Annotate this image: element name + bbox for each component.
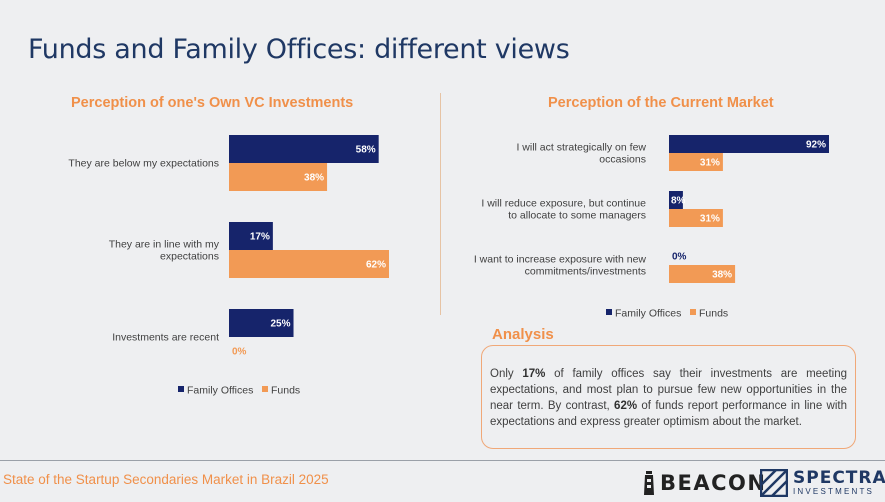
legend-swatch-0-1 — [262, 386, 268, 392]
category-label-1-2-0: I want to increase exposure with new — [474, 254, 647, 266]
analysis-text-1: Only — [490, 368, 523, 380]
analysis-highlight-1: 17% — [522, 368, 546, 380]
spectra-logo: SPECTRA INVESTMENTS — [760, 468, 885, 498]
value-label-0-1-0: 17% — [250, 232, 270, 243]
bar-0-2-0 — [229, 309, 294, 337]
footer-divider — [0, 460, 885, 461]
value-label-1-2-0: 0% — [672, 252, 687, 263]
page-title: Funds and Family Offices: different view… — [28, 34, 570, 65]
category-label-0-1-1: expectations — [160, 251, 219, 263]
lighthouse-icon — [644, 471, 654, 495]
bar-0-0-0 — [229, 135, 379, 163]
bar-charts: 58% 38% They are below my expectations 17% 6… — [68, 135, 829, 397]
chart-title-current-market: Perception of the Current Market — [548, 95, 774, 111]
value-label-0-2-0: 25% — [271, 319, 291, 330]
value-label-1-1-0: 8% — [671, 196, 686, 207]
legend-label-1-1: Funds — [699, 308, 728, 320]
category-label-0-0-0: They are below my expectations — [68, 158, 219, 170]
value-label-1-0-0: 92% — [806, 140, 826, 151]
spectra-logo-text: SPECTRA — [793, 468, 885, 488]
legend-label-1-0: Family Offices — [615, 308, 681, 320]
value-label-1-0-1: 31% — [700, 158, 720, 169]
chart-title-own-investments: Perception of one's Own VC Investments — [71, 95, 354, 111]
analysis-highlight-2: 62% — [614, 400, 638, 412]
value-label-0-2-1: 0% — [232, 347, 247, 358]
beacon-logo: BEACON — [642, 469, 766, 497]
bar-1-1-0 — [669, 191, 683, 209]
category-label-1-0-1: occasions — [599, 154, 646, 166]
legend-swatch-1-0 — [606, 309, 612, 315]
legend-label-0-0: Family Offices — [187, 385, 253, 397]
category-label-0-1-0: They are in line with my — [109, 239, 220, 251]
bar-1-2-1 — [669, 265, 736, 283]
legend-swatch-1-1 — [690, 309, 696, 315]
value-label-0-0-1: 38% — [304, 173, 324, 184]
bar-1-1-1 — [669, 209, 723, 227]
bar-0-1-1 — [229, 250, 389, 278]
bar-1-0-1 — [669, 153, 723, 171]
bar-1-0-0 — [669, 135, 829, 153]
category-label-0-2-0: Investments are recent — [112, 332, 219, 344]
value-label-1-1-1: 31% — [700, 214, 720, 225]
legend-label-0-1: Funds — [271, 385, 300, 397]
category-label-1-2-1: commitments/investments — [525, 266, 646, 278]
bar-0-1-0 — [229, 222, 273, 250]
legend-swatch-0-0 — [178, 386, 184, 392]
beacon-logo-text: BEACON — [660, 471, 767, 495]
category-label-1-1-1: to allocate to some managers — [508, 210, 646, 222]
category-label-1-1-0: I will reduce exposure, but continue — [481, 198, 646, 210]
category-label-1-0-0: I will act strategically on few — [516, 142, 646, 154]
analysis-box: Only 17% of family offices say their inv… — [481, 345, 856, 449]
value-label-0-0-0: 58% — [356, 145, 376, 156]
value-label-0-1-1: 62% — [366, 260, 386, 271]
chart-divider — [440, 93, 441, 315]
analysis-text-2: of family offices say their investments … — [490, 368, 847, 412]
spectra-logo-subtext: INVESTMENTS — [793, 487, 875, 496]
bar-0-0-1 — [229, 163, 328, 191]
spectra-mark-icon — [760, 469, 788, 497]
footer-text: State of the Startup Secondaries Market … — [3, 472, 329, 487]
analysis-title: Analysis — [492, 326, 554, 343]
value-label-1-2-1: 38% — [712, 270, 732, 281]
analysis-text-3: of funds report performance in line with… — [490, 400, 847, 428]
